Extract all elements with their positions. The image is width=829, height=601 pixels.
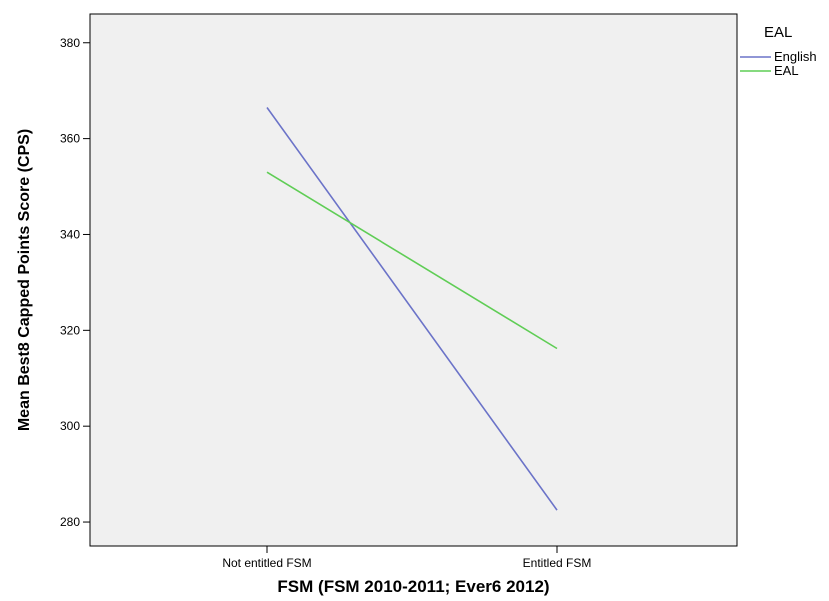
y-tick-label: 380	[60, 36, 80, 50]
y-tick-label: 340	[60, 227, 80, 241]
legend-label-eal: EAL	[774, 63, 799, 78]
y-axis: 280 300 320 340 360 380	[60, 36, 90, 529]
x-axis-title: FSM (FSM 2010-2011; Ever6 2012)	[277, 577, 549, 596]
series-line-eal	[266, 171, 558, 350]
y-tick-label: 320	[60, 323, 80, 337]
plot-area	[89, 13, 738, 547]
y-axis-title: Mean Best8 Capped Points Score (CPS)	[16, 129, 33, 431]
y-tick-label: 300	[60, 419, 80, 433]
series-layer	[266, 107, 558, 511]
x-tick-label: Not entitled FSM	[222, 556, 311, 570]
x-tick-label: Entitled FSM	[523, 556, 592, 570]
y-tick-label: 360	[60, 132, 80, 146]
legend-title: EAL	[764, 24, 792, 41]
y-tick-label: 280	[60, 515, 80, 529]
x-axis: Not entitled FSM Entitled FSM	[222, 546, 591, 570]
series-line-english	[266, 107, 558, 511]
legend-label-english: English	[774, 49, 817, 64]
